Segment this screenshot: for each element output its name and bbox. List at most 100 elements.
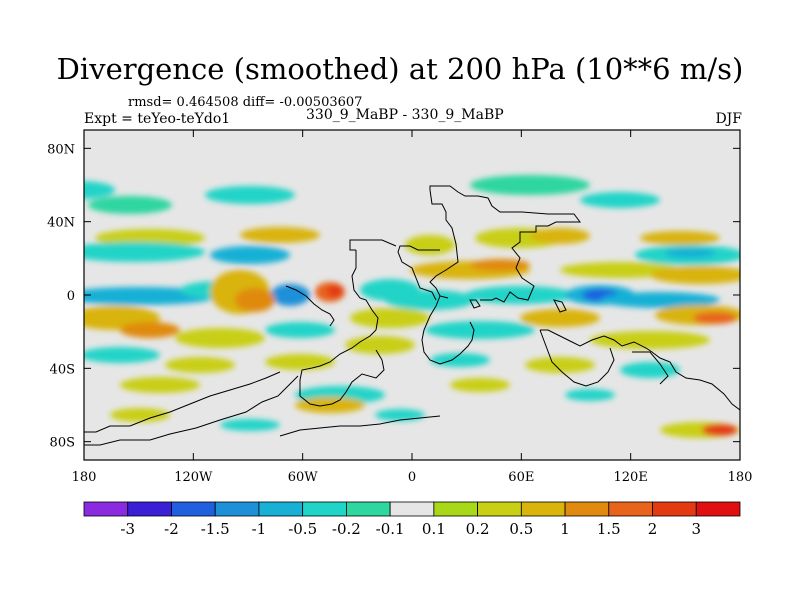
divergence-field <box>84 175 740 438</box>
x-axis: 180 120W 60W 0 60E 120E 180 <box>72 130 752 485</box>
field-contour <box>470 259 530 271</box>
coastline-segment <box>632 351 669 385</box>
x-tick-label: 120E <box>614 470 648 485</box>
field-contour <box>693 312 737 324</box>
colorbar-label: -1.5 <box>201 520 230 538</box>
y-axis: 80N 40N 0 40S 80S <box>47 142 740 451</box>
y-tick-label: 40S <box>50 362 75 377</box>
colorbar-label: -1 <box>252 520 267 538</box>
coastline-segment <box>349 239 397 331</box>
colorbar-label: 1 <box>560 520 570 538</box>
field-contour <box>235 288 275 312</box>
colorbar-label: -0.2 <box>332 520 361 538</box>
colorbar-swatch <box>389 501 435 517</box>
y-tick-label: 80N <box>47 142 75 157</box>
coastline-segment <box>421 295 475 365</box>
field-contour <box>84 181 115 199</box>
field-contour <box>265 322 335 338</box>
field-contour <box>270 284 310 306</box>
colorbar-label: -0.5 <box>288 520 317 538</box>
colorbar-swatch <box>433 501 479 517</box>
colorbar-swatch <box>83 501 129 517</box>
field-contour <box>385 290 475 310</box>
field-contour <box>295 397 365 413</box>
field-contour <box>205 186 295 204</box>
field-contour <box>520 309 600 327</box>
x-tick-label: 60W <box>288 470 319 485</box>
coastline-segment <box>429 189 459 299</box>
field-contour <box>702 424 738 436</box>
colorbar-swatch <box>608 501 653 517</box>
field-contour <box>375 409 425 421</box>
coastline-segment <box>299 329 385 407</box>
field-contour <box>327 285 343 297</box>
colorbar-label: 0.2 <box>466 520 490 538</box>
colorbar-swatch <box>652 501 697 517</box>
colorbar-swatch <box>520 501 566 517</box>
field-contour <box>265 354 335 370</box>
field-contour <box>84 242 205 262</box>
field-contour <box>590 331 710 349</box>
field-contour <box>425 321 535 339</box>
coastline-segment <box>84 375 299 446</box>
coastline-segment <box>285 285 335 327</box>
x-tick-label: 180 <box>72 470 97 485</box>
coastline-segment <box>397 245 440 301</box>
y-tick-label: 0 <box>67 289 75 304</box>
colorbar-swatch <box>258 501 304 517</box>
field-contour <box>600 292 720 308</box>
colorbar-label: 3 <box>691 520 701 538</box>
colorbar-swatch <box>214 501 260 517</box>
x-tick-label: 60E <box>508 470 534 485</box>
colorbar: -3 -2 -1.5 -1 -0.5 -0.2 -0.1 0.1 0.2 0.5 1 1.5 2 3 <box>83 501 741 538</box>
colorbar-label: 2 <box>648 520 658 538</box>
field-contour <box>165 357 235 373</box>
field-contour <box>565 389 615 401</box>
field-contour <box>240 227 320 243</box>
stats-line: rmsd= 0.464508 diff= -0.00503607 <box>128 95 363 110</box>
y-tick-label: 80S <box>50 436 75 451</box>
field-contour <box>405 235 455 255</box>
field-contour <box>665 248 715 258</box>
field-contour <box>525 357 595 373</box>
field-contour <box>580 192 660 208</box>
field-contour <box>88 196 172 214</box>
field-contour <box>530 228 590 244</box>
experiment-label: Expt = teYeo-teYdo1 <box>84 111 231 127</box>
colorbar-swatch <box>564 501 610 517</box>
field-contour <box>120 377 200 393</box>
field-contour <box>120 322 180 338</box>
field-contour <box>470 175 590 195</box>
field-contour <box>220 419 280 431</box>
coastline-segment <box>540 329 740 411</box>
field-contour <box>84 347 160 363</box>
field-contour <box>110 408 170 422</box>
coastline-segment <box>469 299 481 309</box>
colorbar-swatch <box>302 501 347 517</box>
field-contour <box>350 308 430 328</box>
coastline-segment <box>539 329 615 387</box>
field-contour <box>100 291 180 301</box>
colorbar-label: 1.5 <box>597 520 621 538</box>
field-contour <box>175 328 265 348</box>
field-contour <box>560 262 680 278</box>
chart-title: Divergence (smoothed) at 200 hPa (10**6 … <box>56 52 744 86</box>
field-contour <box>450 378 510 392</box>
colorbar-label: 0.1 <box>422 520 446 538</box>
colorbar-label: 0.5 <box>509 520 533 538</box>
coastline-segment <box>553 299 567 313</box>
field-contour <box>650 266 740 284</box>
field-contour <box>620 362 680 378</box>
colorbar-swatch <box>477 501 522 517</box>
field-contour <box>430 353 490 367</box>
x-tick-label: 0 <box>408 470 416 485</box>
colorbar-label: -3 <box>120 520 135 538</box>
field-contour <box>640 231 720 245</box>
colorbar-swatch <box>127 501 172 517</box>
coastline <box>84 185 740 446</box>
coastline-segment <box>279 415 441 437</box>
colorbar-label: -2 <box>164 520 179 538</box>
colorbar-swatch <box>695 501 741 517</box>
coastline-segment <box>429 185 581 303</box>
